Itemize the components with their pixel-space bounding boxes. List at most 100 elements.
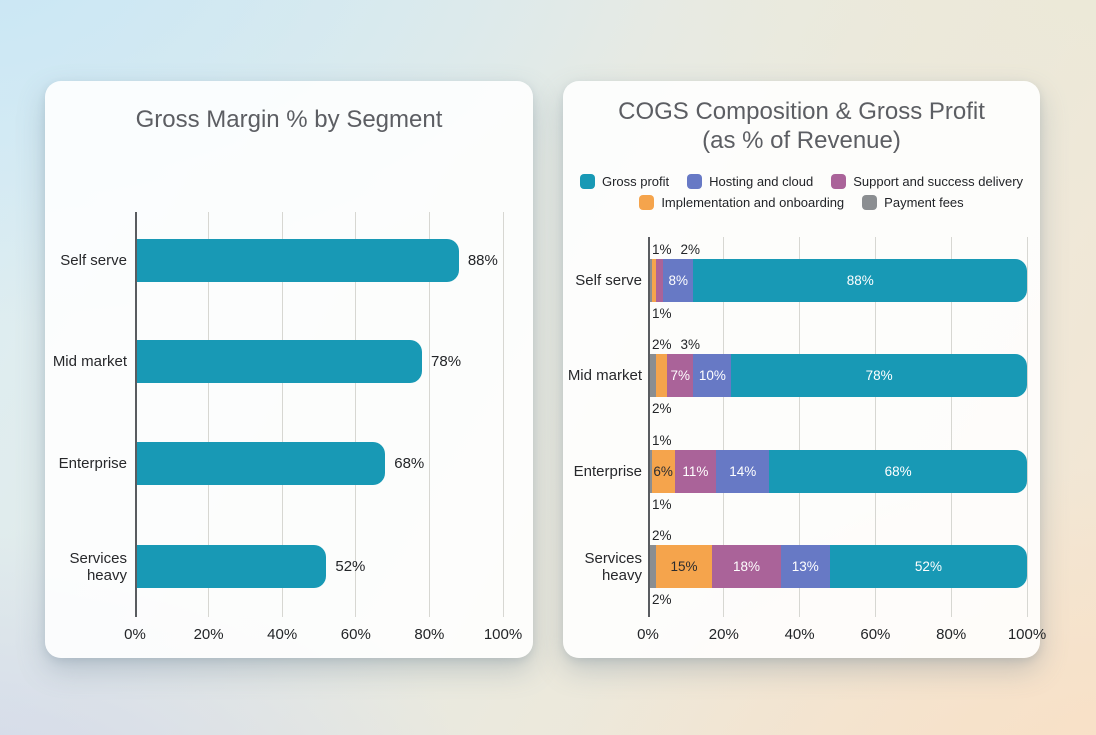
x-tick-40: 40% [784, 626, 815, 643]
category-label-self-serve: Self serve [575, 272, 642, 289]
bar-value-enterprise: 68% [394, 455, 425, 472]
x-tick-100: 100% [1007, 626, 1047, 643]
category-label-enterprise: Enterprise [58, 455, 127, 472]
segment-support-and-success-delivery-self-serve [655, 259, 664, 302]
legend-row-2: Implementation and onboarding Payment fee… [639, 195, 964, 210]
outside-label: 2% [652, 528, 672, 543]
legend-item-payment-fees[interactable]: Payment fees [862, 195, 964, 210]
segment-implementation-and-onboarding-mid-market [655, 354, 667, 397]
outside-label: 2% [680, 242, 701, 257]
x-tick-60: 60% [860, 626, 891, 643]
stacked-bar-enterprise: 6% 11% 14% 68% [648, 450, 1027, 493]
segment-implementation-and-onboarding-self-serve [651, 259, 656, 302]
segment-gross-profit-services-heavy: 52% [829, 545, 1027, 588]
segment-support-and-success-delivery-services-heavy: 18% [712, 545, 781, 588]
legend-item-implementation-and-onboarding[interactable]: Implementation and onboarding [639, 195, 844, 210]
cogs-composition-chart-card: COGS Composition & Gross Profit (as % of… [563, 81, 1046, 658]
x-tick-0: 0% [124, 626, 146, 643]
gridline [1026, 237, 1028, 617]
legend-label-payment-fees: Payment fees [884, 195, 964, 210]
x-tick-80: 80% [936, 626, 967, 643]
legend-row-1: Gross profit Hosting and cloud Support and… [579, 174, 1023, 189]
legend-item-support-and-success-delivery[interactable]: Support and success delivery [831, 174, 1023, 189]
x-tick-80: 80% [414, 626, 445, 643]
segment-gross-profit-mid-market: 78% [731, 354, 1027, 397]
x-tick-20: 20% [708, 626, 739, 643]
x-tick-20: 20% [193, 626, 224, 643]
outside-label: 2% [652, 401, 672, 416]
legend-swatch-implementation-and-onboarding [639, 195, 655, 210]
legend-label-support-and-success-delivery: Support and success delivery [853, 174, 1024, 189]
x-tick-0: 0% [637, 626, 659, 643]
gross-margin-chart-title: Gross Margin % by Segment [135, 106, 443, 133]
category-label-mid-market: Mid market [567, 367, 642, 384]
segment-payment-fees-services-heavy [648, 545, 656, 588]
gridline [723, 237, 725, 617]
segment-gross-profit-self-serve: 88% [693, 259, 1027, 302]
gridline [799, 237, 801, 617]
gridline [281, 212, 283, 617]
segment-implementation-and-onboarding-services-heavy: 15% [655, 545, 713, 588]
y-axis-line [135, 212, 137, 617]
legend-item-gross-profit[interactable]: Gross profit [579, 174, 669, 189]
stacked-bar-services-heavy: 15% 18% 13% 52% [648, 545, 1027, 588]
stacked-bar-self-serve: 8% 88% [648, 259, 1027, 302]
bar-value-services-heavy: 52% [335, 558, 366, 575]
y-axis-line [648, 237, 650, 617]
outside-labels-below-enterprise: 1% [652, 497, 672, 512]
gridline [950, 237, 952, 617]
bar-services-heavy [135, 545, 327, 588]
gridline [502, 212, 504, 617]
outside-labels-below-self-serve: 1% [652, 306, 672, 321]
legend-label-hosting-and-cloud: Hosting and cloud [709, 174, 814, 189]
category-label-services-heavy: Services heavy [69, 549, 127, 584]
outside-labels-below-mid-market: 2% [652, 401, 672, 416]
legend-swatch-payment-fees [862, 195, 878, 210]
outside-label: 1% [652, 497, 672, 512]
gross-margin-plot: 0% 20% 40% 60% 80% 100% 88% Self serve 78% Mid ma… [53, 212, 522, 643]
segment-gross-profit-enterprise: 68% [769, 450, 1027, 493]
category-label-mid-market: Mid market [52, 353, 127, 370]
outside-label: 2% [652, 337, 672, 352]
gridline [355, 212, 357, 617]
bar-value-mid-market: 78% [431, 353, 462, 370]
segment-support-and-success-delivery-enterprise: 11% [674, 450, 717, 493]
legend-swatch-hosting-and-cloud [687, 174, 703, 189]
outside-label: 3% [680, 337, 701, 352]
outside-label: 1% [652, 306, 672, 321]
cogs-chart-title-line2: (as % of Revenue) [702, 127, 901, 154]
x-tick-60: 60% [340, 626, 371, 643]
gridline [208, 212, 210, 617]
outside-label: 2% [652, 592, 672, 607]
outside-labels-above-mid-market: 2% 3% [652, 337, 700, 352]
cogs-chart-title-line1: COGS Composition & Gross Profit [618, 98, 985, 125]
legend-swatch-support-and-success-delivery [831, 174, 847, 189]
outside-labels-below-services-heavy: 2% [652, 592, 672, 607]
category-label-self-serve: Self serve [60, 252, 127, 269]
segment-payment-fees-mid-market [648, 354, 656, 397]
legend: Gross profit Hosting and cloud Support and… [563, 174, 1040, 210]
category-label-enterprise: Enterprise [573, 463, 642, 480]
cogs-plot: 0% 20% 40% 60% 80% 100% 8% 88% Self serve 1% 2% 1% 7… [568, 237, 1046, 643]
segment-support-and-success-delivery-mid-market: 7% [666, 354, 694, 397]
bar-value-self-serve: 88% [467, 252, 498, 269]
legend-item-hosting-and-cloud[interactable]: Hosting and cloud [687, 174, 813, 189]
segment-implementation-and-onboarding-enterprise: 6% [651, 450, 675, 493]
segment-hosting-and-cloud-services-heavy: 13% [780, 545, 830, 588]
segment-hosting-and-cloud-enterprise: 14% [716, 450, 770, 493]
bar-self-serve [135, 239, 459, 282]
outside-label: 1% [652, 433, 672, 448]
segment-hosting-and-cloud-self-serve: 8% [663, 259, 694, 302]
gross-margin-chart-card: Gross Margin % by Segment 0% 20% 40% 60% 80%… [45, 81, 533, 658]
cogs-chart-title: COGS Composition & Gross Profit (as % of… [563, 97, 1040, 155]
legend-swatch-gross-profit [579, 174, 595, 189]
outside-labels-above-services-heavy: 2% [652, 528, 672, 543]
outside-label: 1% [652, 242, 672, 257]
gridline [874, 237, 876, 617]
stacked-bar-mid-market: 7% 10% 78% [648, 354, 1027, 397]
gridline [428, 212, 430, 617]
category-label-services-heavy: Services heavy [584, 549, 642, 584]
x-tick-40: 40% [267, 626, 298, 643]
legend-label-implementation-and-onboarding: Implementation and onboarding [661, 195, 845, 210]
